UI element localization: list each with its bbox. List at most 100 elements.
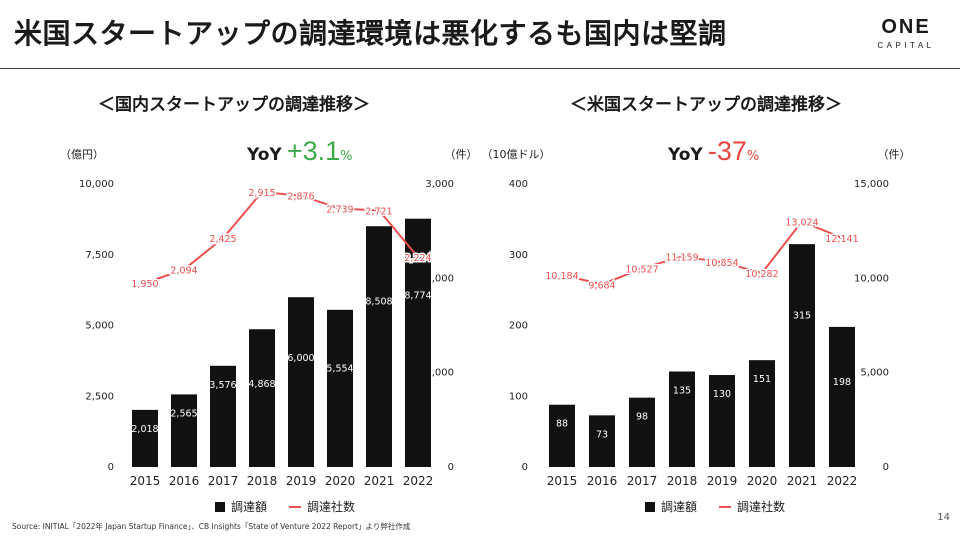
legend-line-swatch	[719, 505, 732, 508]
header-divider	[0, 68, 960, 69]
bar-value-label: 315	[793, 311, 811, 322]
x-tick-label: 2016	[587, 474, 618, 488]
x-tick-label: 2021	[364, 474, 395, 488]
right-tick-label: 5,000	[860, 368, 889, 379]
x-tick-label: 2018	[667, 474, 698, 488]
x-tick-label: 2019	[707, 474, 738, 488]
line-value-label: 10,282	[745, 269, 778, 280]
line-series	[144, 190, 419, 284]
bar	[249, 329, 275, 467]
domestic-chart-title: ＜国内スタートアップの調達推移＞	[98, 95, 370, 115]
bar-value-label: 2,565	[170, 408, 197, 419]
us-chart: （10億ドル） （件） 0 100 200 300 400 0 5,000 10,000 15,00…	[482, 148, 911, 488]
line-value-label: 9,684	[588, 280, 615, 291]
bar	[549, 404, 575, 467]
bar-value-label: 4,868	[248, 379, 275, 390]
bar-value-label: 8,774	[404, 290, 431, 301]
bar	[629, 397, 655, 467]
page-number: 14	[937, 512, 950, 523]
company-logo: ONE CAPITAL	[866, 16, 946, 50]
x-tick-label: 2021	[787, 474, 818, 488]
line-value-label: 2,425	[209, 234, 236, 245]
bar	[366, 226, 392, 467]
bar-value-label: 198	[833, 377, 851, 388]
x-tick-label: 2020	[325, 474, 356, 488]
legend-line-label: 調達社数	[307, 500, 356, 514]
us-legend: 調達額 調達社数	[645, 498, 785, 515]
bar-value-label: 130	[713, 389, 731, 400]
bar-value-label: 151	[753, 374, 771, 385]
legend-bar-swatch	[645, 501, 655, 512]
line-value-label: 2,224	[404, 253, 431, 264]
bar	[288, 297, 314, 467]
right-tick-label: 2,000	[425, 273, 454, 284]
right-tick-label: 1,000	[425, 368, 454, 379]
line-value-label: 2,876	[287, 192, 314, 203]
left-tick-label: 7,500	[85, 250, 114, 261]
x-tick-label: 2022	[403, 474, 434, 488]
bar	[669, 371, 695, 467]
legend-bar-label: 調達額	[231, 500, 268, 514]
bar-value-label: 88	[556, 419, 568, 430]
bar	[789, 244, 815, 467]
bar	[171, 394, 197, 467]
domestic-yoy-label: YoY	[247, 145, 282, 165]
right-tick-label: 0	[448, 462, 454, 473]
us-yoy-value: -37	[707, 136, 747, 166]
logo-main-text: ONE	[881, 16, 931, 38]
right-tick-label: 0	[883, 462, 889, 473]
source-note: Source: INITIAL「2022年 Japan Startup Fina…	[12, 522, 411, 531]
line-value-label: 13,024	[785, 217, 818, 228]
line-value-label: 2,721	[365, 206, 392, 217]
line-value-label: 11,159	[665, 252, 698, 263]
right-tick-label: 10,000	[854, 273, 889, 284]
left-tick-label: 2,500	[85, 391, 114, 402]
left-tick-label: 0	[108, 462, 114, 473]
x-tick-label: 2016	[169, 474, 200, 488]
bar-value-label: 5,554	[326, 363, 353, 374]
right-axis-unit: （件）	[445, 148, 478, 161]
x-tick-label: 2017	[627, 474, 658, 488]
left-tick-label: 100	[509, 391, 528, 402]
x-tick-label: 2015	[130, 474, 161, 488]
us-yoy-unit: %	[746, 149, 760, 164]
bar-value-label: 135	[673, 385, 691, 396]
line-value-label: 10,184	[545, 271, 578, 282]
left-tick-label: 400	[509, 179, 528, 190]
left-tick-label: 10,000	[79, 179, 114, 190]
x-tick-label: 2018	[247, 474, 278, 488]
us-yoy: YoY -37%	[668, 136, 759, 167]
line-value-label: 10,854	[705, 258, 738, 269]
bar-value-label: 2,018	[131, 424, 158, 435]
x-tick-label: 2022	[827, 474, 858, 488]
line-value-label: 12,141	[825, 234, 858, 245]
domestic-legend: 調達額 調達社数	[215, 498, 355, 515]
legend-bar-swatch	[215, 501, 225, 512]
bar-value-label: 8,508	[365, 296, 392, 307]
bar-value-label: 98	[636, 412, 648, 423]
line-series	[561, 220, 843, 286]
right-axis-unit: （件）	[878, 148, 911, 161]
domestic-chart-panel: ＜国内スタートアップの調達推移＞ YoY +3.1% （億円） （件） 0 2,500…	[0, 80, 480, 514]
left-tick-label: 0	[522, 462, 528, 473]
x-tick-label: 2017	[208, 474, 239, 488]
left-axis-unit: （億円）	[60, 148, 104, 161]
line-value-label: 10,527	[625, 264, 658, 275]
left-tick-label: 300	[509, 250, 528, 261]
right-tick-label: 15,000	[854, 179, 889, 190]
line-value-label: 2,739	[326, 205, 353, 216]
domestic-yoy-value: +3.1	[286, 136, 341, 166]
page-title: 米国スタートアップの調達環境は悪化するも国内は堅調	[14, 17, 727, 50]
domestic-yoy: YoY +3.1%	[247, 136, 353, 167]
us-chart-panel: ＜米国スタートアップの調達推移＞ YoY -37% （10億ドル） （件） 0 100…	[480, 80, 960, 514]
bar-value-label: 73	[596, 429, 608, 440]
bar	[132, 409, 158, 467]
bar	[405, 218, 431, 467]
us-yoy-label: YoY	[668, 145, 703, 165]
bar	[210, 365, 236, 467]
bar	[327, 309, 353, 467]
domestic-chart: （億円） （件） 0 2,500 5,000 7,500 10,000 0 1,000 2,000…	[60, 148, 478, 488]
bar	[829, 326, 855, 467]
bar-value-label: 6,000	[287, 353, 314, 364]
left-axis-unit: （10億ドル）	[482, 148, 551, 161]
